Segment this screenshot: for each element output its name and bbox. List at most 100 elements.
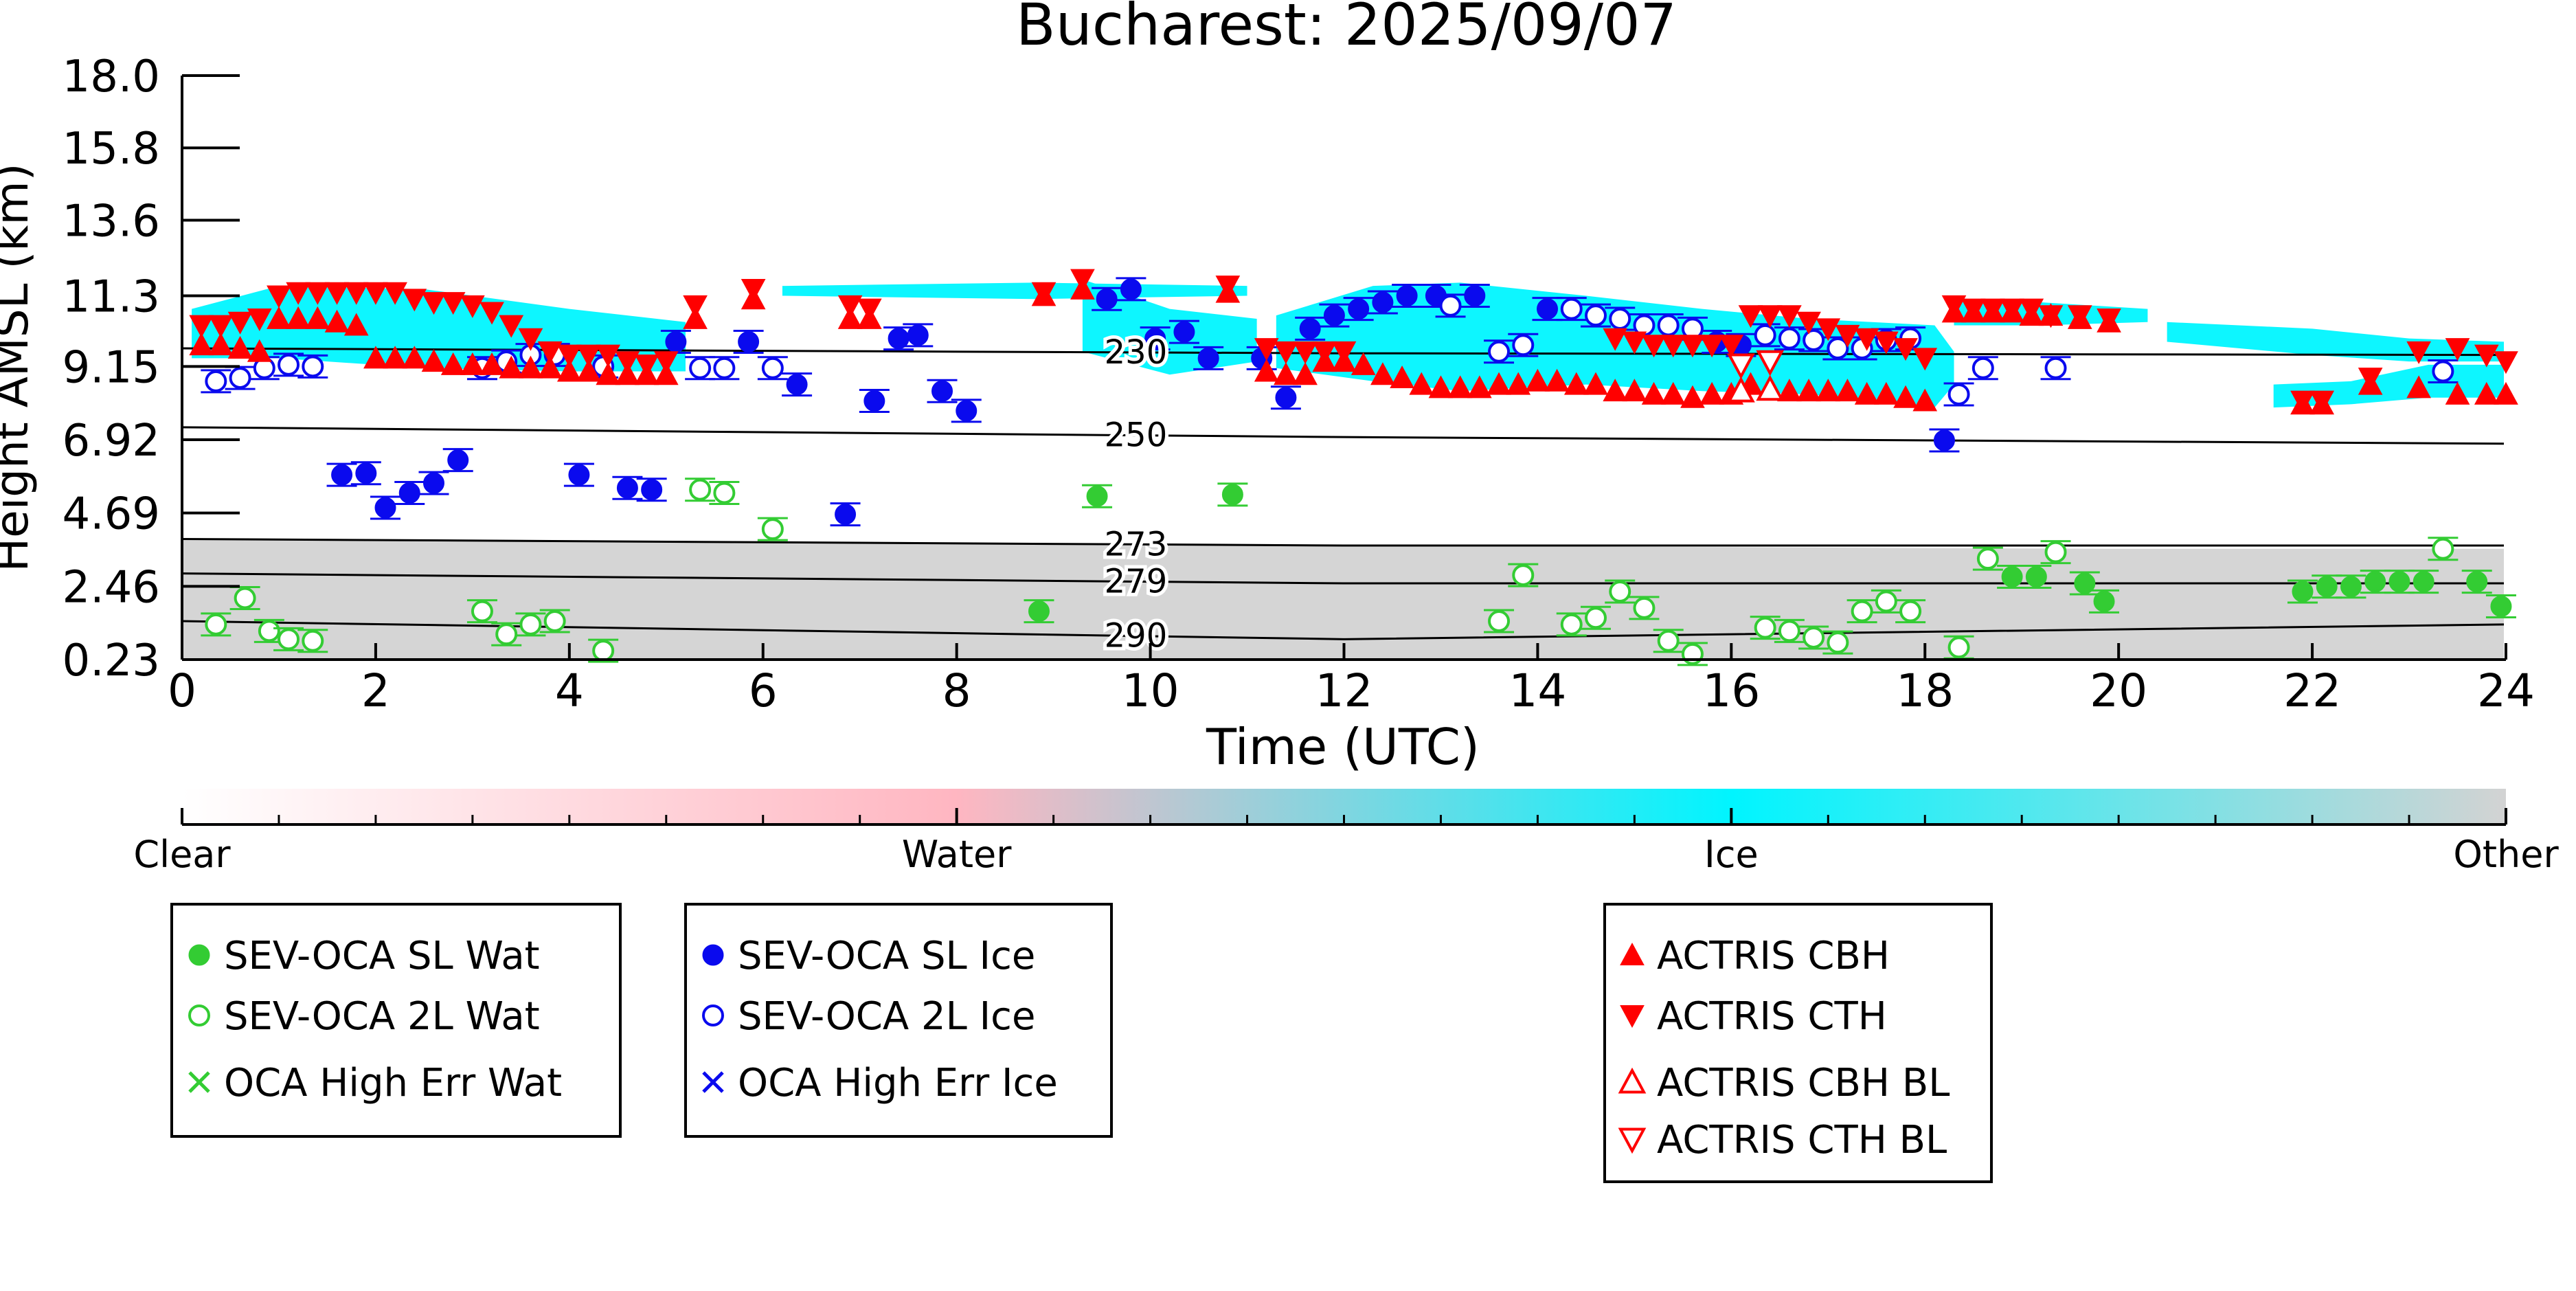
sev-oca-2l-wat-point	[1754, 616, 1776, 639]
actris-cth-point	[1031, 282, 1057, 305]
legend-label: ACTRIS CBH BL	[1657, 1061, 1950, 1105]
actris-cbh-point	[2445, 381, 2470, 405]
chart-title: Bucharest: 2025/09/07	[1016, 0, 1677, 58]
legend-label: ACTRIS CTH BL	[1657, 1118, 1947, 1163]
sev-oca-sl-ice-point	[1197, 347, 1219, 369]
sev-oca-2l-wat-point	[1899, 600, 1922, 622]
sev-oca-2l-ice-point	[1512, 334, 1535, 357]
x-tick-label: 22	[2283, 664, 2341, 717]
actris-cbh-point	[537, 355, 563, 379]
x-tick-label: 20	[2090, 664, 2147, 717]
actris-cbh-point	[499, 355, 524, 379]
sev-oca-sl-wat-point	[1028, 600, 1050, 622]
sev-oca-sl-ice-point	[568, 464, 590, 486]
actris-cbh-point	[1660, 381, 1686, 405]
actris-cth-point	[324, 282, 350, 305]
y-tick-label: 9.15	[63, 342, 161, 393]
actris-cth-point	[2494, 351, 2518, 374]
actris-cth-point	[615, 351, 640, 374]
sev-oca-2l-wat-point	[278, 628, 300, 651]
sev-oca-sl-ice-point	[616, 477, 638, 499]
actris-cbh-point	[440, 352, 466, 375]
sev-oca-2l-ice-point	[1971, 357, 1994, 379]
sev-oca-sl-wat-point	[2388, 571, 2410, 593]
actris-cbh-point	[363, 346, 388, 369]
sev-oca-2l-ice-point	[1778, 327, 1800, 350]
sev-oca-sl-ice-point	[1372, 291, 1394, 313]
sev-oca-2l-wat-point	[1803, 626, 1825, 649]
actris-cth-point	[1699, 335, 1724, 358]
actris-cbh-point	[1680, 385, 1705, 408]
sev-oca-2l-wat-point	[592, 640, 615, 662]
sev-oca-2l-ice-point	[1754, 324, 1776, 346]
y-tick-label: 0.23	[63, 636, 161, 686]
actris-cbh-point	[1254, 359, 1279, 382]
actris-cth-point	[208, 315, 234, 338]
sev-oca-2l-wat-point	[1488, 610, 1511, 633]
actris-cbh-bl-point	[1727, 376, 1755, 403]
sev-oca-2l-wat-point	[234, 587, 256, 609]
actris-cth-point	[1835, 324, 1860, 348]
colorbar-label: Water	[902, 833, 1012, 876]
actris-cth-point	[440, 292, 466, 315]
actris-cbh-point	[247, 339, 272, 362]
sev-oca-sl-wat-point	[2316, 576, 2338, 598]
actris-cth-point	[1961, 298, 1986, 322]
sev-oca-2l-ice-point	[713, 357, 736, 379]
colorbar-label: Ice	[1704, 833, 1759, 876]
actris-cth-point	[1660, 335, 1686, 358]
sev-oca-sl-ice-point	[1464, 284, 1486, 306]
sev-oca-sl-ice-point	[1120, 278, 1142, 300]
actris-cbh-bl-point	[1756, 374, 1785, 401]
actris-cbh-point	[267, 306, 291, 329]
actris-cbh-point	[402, 346, 427, 369]
actris-cth-point	[683, 295, 708, 318]
y-tick-label: 4.69	[63, 489, 161, 540]
x-stroke	[188, 1071, 210, 1093]
sev-oca-2l-ice-point	[1947, 383, 1970, 405]
actris-cth-point	[1680, 335, 1705, 358]
sev-oca-2l-ice-point	[1609, 307, 1631, 330]
legend-box: SEV-OCA SL Ice SEV-OCA 2L Ice OCA High Err…	[684, 903, 1113, 1138]
actris-cth-point	[741, 278, 766, 302]
sev-oca-2l-wat-point	[1947, 636, 1970, 659]
sev-oca-2l-wat-point	[1560, 613, 1583, 636]
sev-oca-2l-ice-point	[1488, 340, 1511, 363]
sev-oca-2l-wat-point	[543, 610, 566, 633]
sev-oca-sl-ice-point	[956, 400, 978, 422]
actris-cth-point	[383, 282, 407, 305]
isotherm-label: 250	[1105, 416, 1168, 455]
actris-cbh-point	[1525, 368, 1550, 392]
sev-oca-2l-wat-point	[471, 600, 493, 622]
actris-cth-point	[576, 344, 601, 368]
actris-cbh-point	[1370, 362, 1395, 385]
sev-oca-2l-ice-point	[689, 357, 712, 379]
actris-cbh-point	[1603, 379, 1628, 402]
actris-cbh-point	[1893, 385, 1918, 408]
x-tick-label: 0	[168, 664, 196, 717]
sev-oca-sl-ice-point	[422, 472, 444, 494]
actris-cbh-point	[189, 333, 214, 356]
actris-cth-point	[653, 351, 679, 374]
sev-oca-sl-ice-point	[1173, 321, 1195, 343]
colorbar-label: Clear	[133, 833, 231, 876]
sev-oca-sl-ice-point	[1348, 298, 1370, 320]
sev-oca-sl-ice-point	[1933, 429, 1955, 451]
actris-cth-point	[2445, 338, 2470, 361]
actris-cth-point	[267, 285, 291, 308]
sev-oca-sl-wat-point	[2490, 596, 2512, 618]
sev-oca-2l-wat-point	[519, 613, 542, 636]
sev-oca-2l-wat-point	[302, 629, 324, 652]
actris-cth-point	[837, 295, 863, 318]
actris-cbh-point	[1835, 379, 1860, 402]
actris-cth-point	[402, 289, 427, 312]
actris-cbh-point	[1506, 372, 1531, 395]
y-tick-label: 6.92	[63, 416, 161, 467]
actris-cbh-point	[556, 359, 582, 382]
actris-cth-point	[460, 295, 485, 318]
legend-marker	[1620, 942, 1645, 965]
sev-oca-sl-ice-point	[331, 464, 353, 486]
legend-label: SEV-OCA 2L Wat	[224, 994, 540, 1039]
actris-cth-point	[1293, 341, 1318, 364]
actris-cbh-point	[383, 346, 407, 369]
